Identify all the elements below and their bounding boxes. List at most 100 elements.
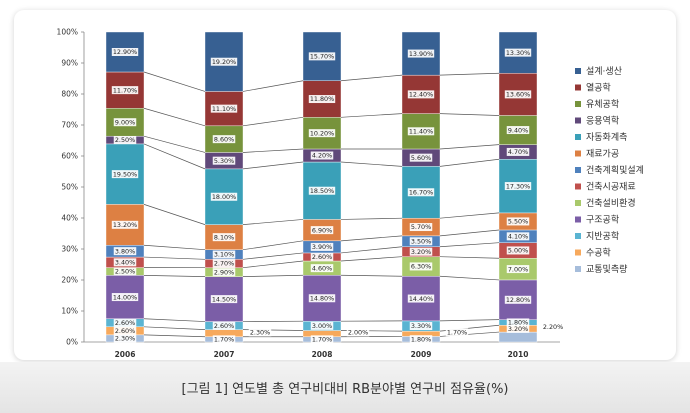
data-label: 4.70%: [508, 148, 528, 156]
x-tick-label: 2010: [508, 350, 529, 359]
data-label-background: [310, 242, 334, 251]
data-label-background: [113, 247, 137, 256]
series-connector-line: [242, 274, 304, 278]
data-label-background: [506, 126, 530, 135]
series-connector-line: [340, 161, 403, 167]
data-label: 2.60%: [312, 253, 332, 261]
series-connector-line: [340, 217, 403, 220]
data-label-background: [212, 335, 236, 344]
data-label-background: [113, 267, 137, 276]
data-label-background: [409, 335, 433, 344]
data-label-background: [407, 188, 435, 197]
data-label: 13.20%: [113, 221, 137, 229]
series-connector-line: [439, 158, 500, 167]
data-label: 9.40%: [508, 126, 528, 134]
data-label-background: [506, 147, 530, 156]
y-tick-label: 50%: [61, 183, 78, 192]
data-label: 2.00%: [348, 329, 368, 337]
data-label: 2.70%: [214, 260, 234, 268]
series-connector-line: [242, 148, 304, 153]
data-label-background: [308, 52, 336, 61]
data-label-background: [504, 90, 532, 99]
data-label-background: [407, 90, 435, 99]
data-label-background: [504, 48, 532, 57]
legend-swatch: [575, 134, 581, 140]
series-connector-line: [143, 143, 206, 170]
series-connector-line: [143, 244, 206, 251]
data-label: 8.60%: [214, 135, 234, 143]
data-label-background: [310, 321, 334, 330]
data-label-background: [210, 192, 238, 201]
series-connector-line: [143, 256, 206, 260]
series-connector-line: [143, 275, 206, 278]
legend-label: 설계·생산: [586, 65, 622, 77]
series-connector-line: [340, 246, 403, 254]
data-label: 11.70%: [113, 86, 137, 94]
data-label-background: [210, 57, 238, 66]
data-label-background: [111, 293, 139, 302]
series-connector-line: [242, 161, 304, 170]
data-label-background: [210, 295, 238, 304]
data-label: 3.30%: [411, 322, 431, 330]
series-connector-line: [340, 74, 403, 82]
data-label: 12.90%: [113, 48, 137, 56]
legend-label: 자동화계측: [586, 131, 627, 143]
data-label: 2.60%: [214, 322, 234, 330]
data-label-background: [506, 217, 530, 226]
data-label-background: [541, 323, 565, 332]
x-tick-label: 2006: [115, 350, 136, 359]
legend-label: 재료가공: [586, 149, 619, 160]
legend-label: 수공학: [586, 248, 611, 259]
data-label-background: [212, 135, 236, 144]
data-label: 1.70%: [214, 336, 234, 344]
data-label-background: [409, 247, 433, 256]
data-label-background: [506, 246, 530, 255]
legend-label: 열공학: [586, 83, 611, 94]
data-label: 5.50%: [508, 218, 528, 226]
data-label: 2.90%: [214, 268, 234, 276]
legend-label: 건축시공재료: [586, 182, 636, 193]
legend-swatch: [575, 167, 581, 173]
data-label: 3.20%: [411, 248, 431, 256]
data-label-background: [111, 86, 139, 95]
data-label: 18.50%: [310, 187, 334, 195]
data-label-background: [407, 294, 435, 303]
series-connector-line: [242, 240, 304, 251]
data-label: 19.20%: [212, 58, 236, 66]
legend-swatch: [575, 216, 581, 223]
data-label: 5.60%: [411, 154, 431, 162]
data-label-background: [113, 258, 137, 267]
data-label: 6.90%: [312, 226, 332, 234]
data-label-background: [111, 47, 139, 56]
y-tick-label: 70%: [61, 121, 78, 130]
data-label: 2.30%: [115, 335, 135, 343]
legend-swatch: [575, 84, 581, 91]
data-label-background: [407, 127, 435, 136]
data-label-background: [210, 104, 238, 113]
data-label: 6.30%: [411, 263, 431, 271]
data-label-background: [506, 265, 530, 274]
data-label: 11.40%: [409, 127, 433, 135]
data-label-background: [310, 226, 334, 235]
series-connector-line: [242, 80, 304, 92]
data-label-background: [212, 321, 236, 330]
data-label: 7.00%: [508, 265, 528, 273]
x-tick-label: 2008: [312, 350, 333, 359]
data-label: 1.80%: [411, 335, 431, 343]
data-label-background: [113, 118, 137, 127]
data-label: 14.80%: [310, 294, 334, 302]
data-label: 3.50%: [411, 238, 431, 246]
x-tick-label: 2009: [411, 350, 432, 359]
data-label-background: [308, 129, 336, 138]
series-connector-line: [439, 256, 500, 259]
data-label-background: [506, 232, 530, 241]
series-connector-line: [439, 72, 500, 76]
series-connector-line: [143, 135, 206, 153]
data-label-background: [409, 153, 433, 162]
series-connector-line: [242, 260, 304, 269]
data-label-background: [504, 182, 532, 191]
series-connector-line: [143, 107, 206, 127]
data-label: 3.10%: [214, 251, 234, 259]
series-connector-line: [242, 252, 304, 260]
